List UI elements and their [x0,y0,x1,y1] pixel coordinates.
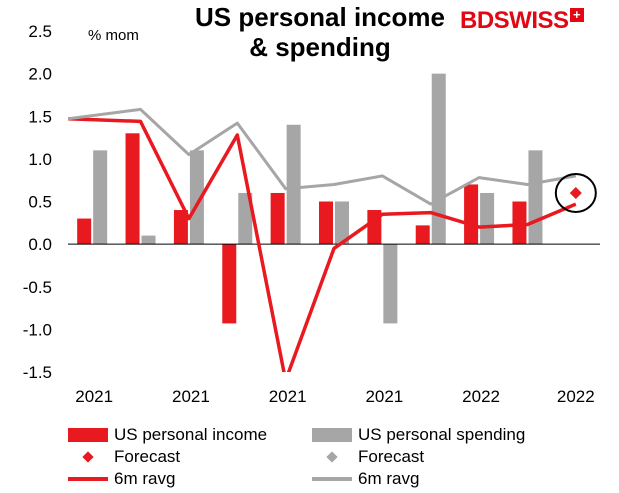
legend-item-ravg-spending: 6m ravg [312,469,419,489]
bar-spending [286,124,301,245]
bar-spending [141,235,156,245]
y-tick-label: -1.5 [23,363,52,382]
y-tick-label: 1.5 [28,107,52,126]
y-tick-label: 2.5 [28,22,52,41]
bar-spending [189,150,204,245]
line-ravg-spending [68,107,577,206]
legend-swatch-income [68,428,108,442]
bar-income [77,218,92,245]
legend-item-spending: US personal spending [312,425,525,445]
bar-income [319,201,333,245]
logo-plus-icon: + [569,8,584,22]
bdswiss-logo: BDSWISS + [460,6,584,36]
y-tick-label: 1.0 [28,150,52,169]
x-tick-label: 2021 [172,387,210,406]
legend-item-forecast-income: Forecast [68,447,180,467]
bar-spending [528,150,543,245]
legend-swatch-ravg-income [68,477,108,481]
chart-plot: 2.5 2.0 1.5 1.0 0.5 0.0 -0.5 -1.0 -1.5 2021 2021 20… [23,22,600,406]
logo-bd: BD [460,7,494,34]
legend-label-spending: US personal spending [358,425,526,444]
legend-label-ravg-spending: 6m ravg [358,469,420,488]
title-line-2: & spending [249,32,391,62]
bar-income [415,225,430,245]
y-tick-label: -0.5 [23,278,52,297]
legend-item-ravg-income: 6m ravg [68,469,175,489]
unit-label: % mom [88,27,139,44]
bar-income [173,210,188,245]
bar-spending [480,192,495,245]
title-line-1: US personal income [195,2,445,32]
y-tick-label: 2.0 [28,65,52,84]
legend-swatch-forecast-spending [312,450,352,464]
x-tick-label: 2021 [365,387,403,406]
legend-swatch-forecast-income [68,450,108,464]
chart-title: US personal income & spending [160,2,480,62]
x-tick-label: 2022 [462,387,500,406]
bar-income [125,133,140,245]
legend-swatch-ravg-spending [312,477,352,481]
y-tick-label: 0.0 [28,235,52,254]
bar-income [464,184,479,245]
x-tick-label: 2021 [269,387,307,406]
bar-income [512,201,527,245]
forecast-marker-income [569,186,582,199]
legend: US personal income US personal spending … [0,422,619,493]
legend-swatch-spending [312,428,352,442]
bar-spending [383,244,398,324]
logo-swiss: SWISS [493,7,569,34]
bar-spending [238,192,253,245]
legend-label-ravg-income: 6m ravg [114,469,176,488]
legend-label-income: US personal income [114,425,268,444]
x-tick-label: 2021 [75,387,113,406]
legend-item-income: US personal income [68,425,267,445]
legend-label-forecast-income: Forecast [114,447,181,466]
bar-spending [93,150,108,245]
line-ravg-income [68,117,577,372]
x-tick-label: 2022 [557,387,595,406]
y-tick-label: 0.5 [28,193,52,212]
bar-income [222,244,237,324]
legend-item-forecast-spending: Forecast [312,447,424,467]
bar-income [270,192,285,245]
legend-label-forecast-spending: Forecast [358,447,425,466]
y-tick-label: -1.0 [23,320,52,339]
bar-spending [335,201,349,245]
forecast-highlight-circle [554,172,597,213]
bar-spending [431,73,446,245]
